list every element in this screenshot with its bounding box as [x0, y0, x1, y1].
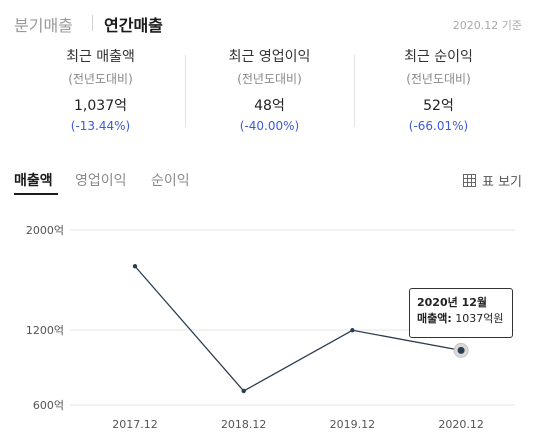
- summary-title: 최근 매출액: [66, 49, 135, 65]
- base-date-label: 2020.12 기준: [452, 19, 522, 32]
- summary-change: (-66.01%): [408, 119, 469, 133]
- summary-divider: [354, 55, 355, 127]
- summary-subtitle: (전년도대비): [237, 72, 302, 86]
- data-point: [350, 328, 355, 333]
- summary-change: (-13.44%): [70, 119, 131, 133]
- tab-revenue[interactable]: 매출액: [14, 173, 53, 189]
- table-icon: [462, 174, 476, 187]
- x-tick-label: 2020.12: [438, 418, 484, 431]
- x-tick-label: 2018.12: [221, 418, 267, 431]
- tab-divider: [92, 15, 93, 31]
- y-tick-label: 600억: [33, 399, 64, 412]
- data-point: [241, 388, 246, 394]
- tooltip-title: 2020년 12월: [417, 296, 487, 309]
- summary-divider: [185, 55, 186, 127]
- data-point-highlight: [457, 346, 465, 354]
- summary-change: (-40.00%): [239, 119, 300, 133]
- y-tick-label: 1200억: [26, 324, 64, 337]
- chart-tooltip: 2020년 12월 매출액: 1037억원: [409, 288, 513, 338]
- summary-value: 52억: [423, 98, 454, 114]
- table-view-label: 표 보기: [481, 175, 522, 190]
- summary-operating-profit: 최근 영업이익 (전년도대비) 48억 (-40.00%): [185, 47, 354, 135]
- y-tick-label: 2000억: [26, 224, 64, 237]
- summary-net-income: 최근 순이익 (전년도대비) 52억 (-66.01%): [354, 47, 523, 135]
- summary-title: 최근 영업이익: [228, 49, 311, 65]
- summary-subtitle: (전년도대비): [406, 72, 471, 86]
- tab-net-income[interactable]: 순이익: [151, 173, 190, 189]
- tab-annual-sales[interactable]: 연간매출: [104, 16, 163, 35]
- data-point: [132, 264, 138, 269]
- summary-subtitle: (전년도대비): [68, 72, 133, 86]
- x-tick-label: 2019.12: [330, 418, 376, 431]
- tab-operating-profit[interactable]: 영업이익: [75, 173, 127, 189]
- summary-revenue: 최근 매출액 (전년도대비) 1,037억 (-13.44%): [16, 47, 185, 135]
- summary-value: 1,037억: [74, 98, 127, 114]
- series-line: [134, 265, 462, 392]
- revenue-line-chart: 2000억 1200억 600억 2017.12 2018.12 2019.12 2020.…: [26, 224, 515, 431]
- tab-quarterly-sales[interactable]: 분기매출: [14, 16, 73, 35]
- table-view-button[interactable]: 표 보기: [462, 171, 522, 190]
- tooltip-label: 매출액:: [417, 312, 452, 325]
- active-tab-underline: [14, 193, 58, 195]
- tooltip-value: 1037억원: [455, 312, 504, 325]
- summary-value: 48억: [254, 98, 285, 114]
- summary-title: 최근 순이익: [404, 49, 473, 65]
- x-tick-label: 2017.12: [112, 418, 158, 431]
